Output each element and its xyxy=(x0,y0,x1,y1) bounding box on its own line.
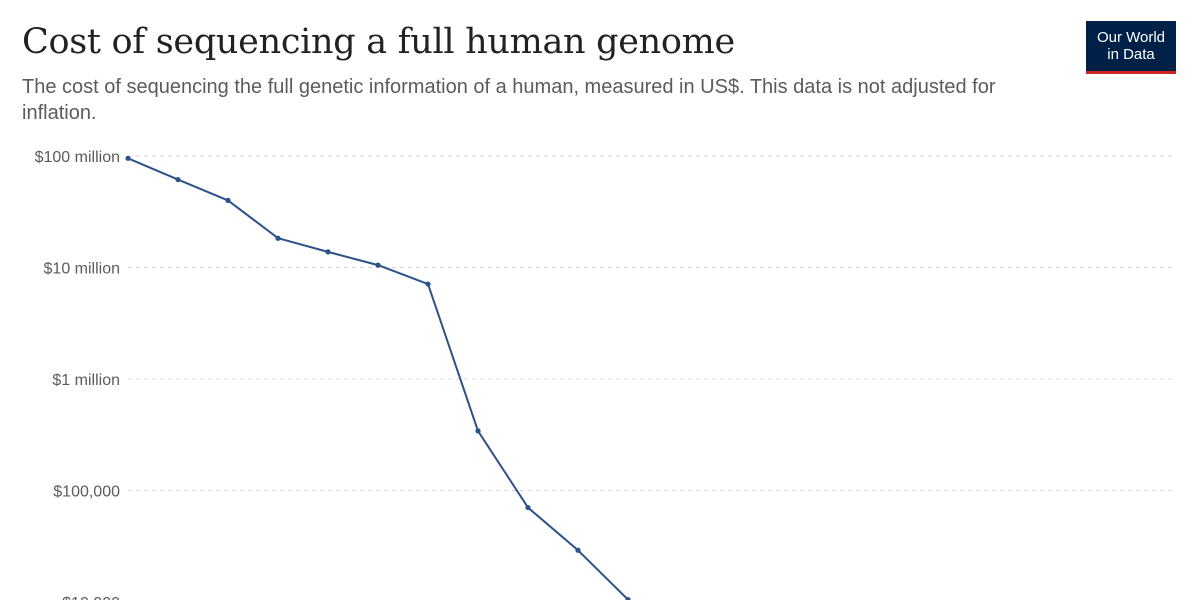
y-tick-label: $10,000 xyxy=(62,595,120,600)
series-layer xyxy=(125,155,631,600)
owid-logo[interactable]: Our World in Data xyxy=(1086,21,1176,74)
y-tick-label: $10 million xyxy=(44,261,120,278)
data-point[interactable] xyxy=(275,235,281,241)
y-tick-label: $100,000 xyxy=(53,484,120,501)
data-point[interactable] xyxy=(375,262,381,268)
data-point[interactable] xyxy=(575,547,581,553)
logo-line-2: in Data xyxy=(1107,46,1155,63)
series-line xyxy=(127,157,629,600)
data-point[interactable] xyxy=(525,504,531,511)
data-point[interactable] xyxy=(425,281,431,287)
y-tick-label: $1 million xyxy=(52,372,120,389)
data-point[interactable] xyxy=(175,177,181,183)
chart-subtitle: The cost of sequencing the full genetic … xyxy=(22,76,996,124)
logo-line-1: Our World xyxy=(1096,29,1166,46)
data-point[interactable] xyxy=(225,197,231,203)
data-point[interactable] xyxy=(125,155,131,161)
data-point[interactable] xyxy=(475,428,481,434)
y-tick-label: $100 million xyxy=(35,149,120,166)
chart-title: Cost of sequencing a full human genome xyxy=(22,22,735,62)
gridlines xyxy=(128,155,1172,491)
data-point[interactable] xyxy=(325,249,331,255)
y-axis-labels: $100 million $10 million $1 million $100,00… xyxy=(35,149,120,600)
